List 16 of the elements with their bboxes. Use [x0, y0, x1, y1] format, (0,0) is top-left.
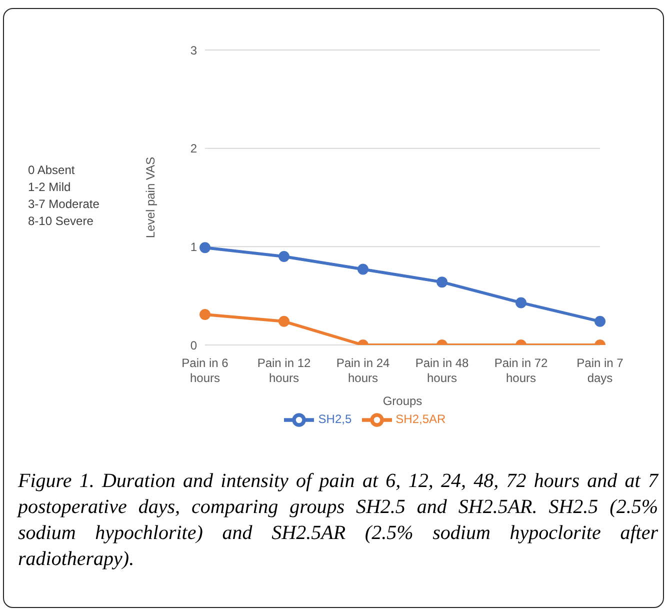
y-tick-label: 3	[190, 43, 198, 58]
y-tick-label: 0	[190, 338, 198, 352]
x-tick-label: Pain in 72 hours	[494, 356, 548, 385]
x-tick-label: Pain in 48 hours	[415, 356, 470, 385]
x-tick-label: Pain in 24 hours	[336, 356, 390, 385]
x-tick-label: Pain in 12 hours	[257, 356, 312, 385]
text: 0 Absent 1-2 Mild 3-7 Moderate 8-10 Severe	[28, 162, 100, 230]
legend-label: SH2,5	[318, 412, 352, 426]
y-axis-title: Level pain VAS	[143, 156, 158, 238]
x-tick-label: Pain in 6 hours	[182, 356, 229, 385]
y-tick-label: 1	[190, 240, 198, 254]
x-tick-label: Pain in 7 days	[576, 356, 624, 385]
legend-label: SH2,5AR	[396, 412, 446, 426]
caption: Figure 1. Duration and intensity of pain at 6, 12, 24, 48, 72 hours and at 7 postoperative days, comparing groups SH2.5 and SH2.5AR. SH2.5 (2.5% sodium hypochlorite) and SH2.5AR (2.5% sodium hypoclorite after radiotherapy).	[18, 469, 658, 572]
y-tick-label: 2	[190, 142, 198, 156]
x-axis-title: Groups	[382, 394, 422, 408]
